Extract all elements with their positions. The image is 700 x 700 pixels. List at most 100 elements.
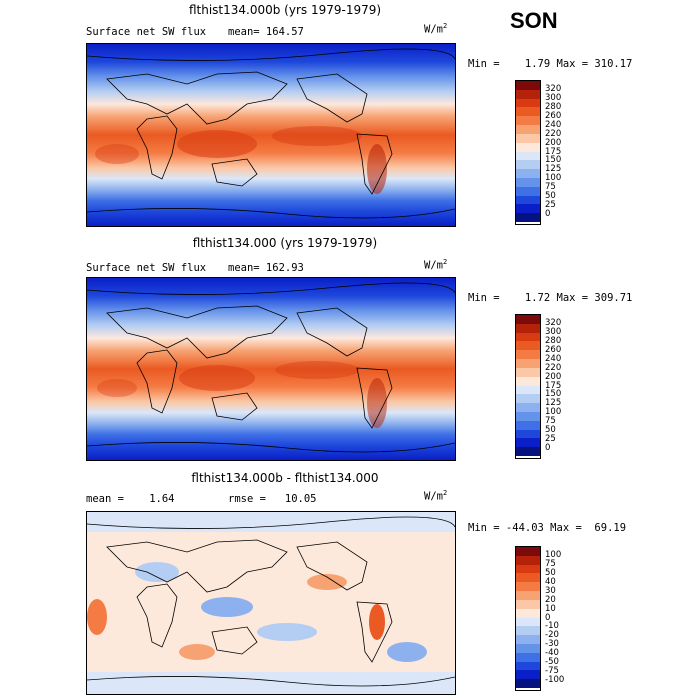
colorbar-swatch [516,133,540,143]
panel-3-map [86,511,456,695]
colorbar-tick-label: 100 [545,549,562,560]
colorbar-swatch [516,323,540,333]
colorbar-tick-label: 220 [545,362,562,373]
colorbar-swatch [516,151,540,161]
panel-1-map [86,43,456,227]
colorbar-tick-label: -100 [545,675,565,686]
colorbar-swatch [516,332,540,342]
colorbar-swatch [516,169,540,178]
colorbar-tick-label: 150 [545,389,562,400]
colorbar-swatch [516,599,540,609]
panel-1-minmax: Min = 1.79 Max = 310.17 [468,58,633,70]
colorbar-swatch [516,177,540,187]
panel-3-colorbar-swatches [515,546,541,691]
colorbar-tick-label: 320 [545,317,562,328]
colorbar-swatch [516,367,540,377]
colorbar-swatch [516,98,540,108]
panel-1-title: flthist134.000b (yrs 1979-1979) [188,3,382,17]
panel-3-map-svg [87,512,455,694]
colorbar-tick-label: 125 [545,164,562,175]
colorbar-tick-label: 50 [545,191,556,202]
colorbar-tick-label: 200 [545,137,562,148]
colorbar-tick-label: 300 [545,92,562,103]
colorbar-tick-label: 280 [545,335,562,346]
panel-1-field-label: Surface net SW flux [86,26,207,38]
colorbar-swatch [516,679,540,688]
season-label: SON [510,8,558,33]
colorbar-tick-label: 0 [545,612,551,623]
colorbar-tick-label: 175 [545,146,562,157]
colorbar-swatch [516,107,540,117]
colorbar-tick-label: 30 [545,585,556,596]
panel-1-colorbar-swatches [515,80,541,225]
colorbar-tick-label: -50 [545,657,559,668]
colorbar-swatch [516,547,540,556]
colorbar-tick-label: 125 [545,398,562,409]
colorbar-swatch [516,89,540,99]
colorbar-swatch [516,643,540,653]
colorbar-tick-label: 25 [545,434,556,445]
colorbar-tick-label: 75 [545,558,556,569]
colorbar-tick-label: -10 [545,621,559,632]
colorbar-tick-label: 0 [545,443,551,454]
colorbar-swatch [516,315,540,324]
colorbar-tick-label: -30 [545,639,559,650]
colorbar-swatch [516,81,540,90]
panel-3-minmax: Min = -44.03 Max = 69.19 [468,522,627,534]
colorbar-swatch [516,376,540,386]
panel-1-map-svg [87,44,455,226]
colorbar-swatch [516,573,540,583]
colorbar-tick-label: 10 [545,603,556,614]
colorbar-swatch [516,555,540,565]
panel-3-units: W/m2 [424,489,448,503]
panel-1-mean: mean= 164.57 [228,26,304,38]
colorbar-swatch [516,438,540,448]
colorbar-tick-label: -75 [545,666,559,677]
colorbar-swatch [516,403,540,412]
colorbar-tick-label: 240 [545,353,562,364]
panel-1-units: W/m2 [424,22,448,36]
colorbar-tick-label: 50 [545,567,556,578]
colorbar-tick-label: 175 [545,380,562,391]
colorbar-swatch [516,635,540,644]
panel-2-map [86,277,456,461]
panel-2-map-svg [87,278,455,460]
colorbar-tick-label: 100 [545,173,562,184]
colorbar-swatch [516,186,540,196]
colorbar-swatch [516,213,540,222]
colorbar-swatch [516,411,540,421]
colorbar-swatch [516,608,540,618]
colorbar-swatch [516,591,540,600]
colorbar-swatch [516,447,540,456]
colorbar-swatch [516,160,540,170]
panel-2-title: flthist134.000 (yrs 1979-1979) [192,236,378,250]
colorbar-swatch [516,394,540,404]
panel-3-mean: mean = 1.64 [86,493,175,505]
panel-3-title: flthist134.000b - flthist134.000 [191,471,379,485]
colorbar-tick-label: 260 [545,344,562,355]
panel-1-colorbar-ticks: 320 300 280 260 240 220 200 175 150 125 100 75 50 25 0 [545,80,585,225]
colorbar-swatch [516,617,540,627]
colorbar-swatch [516,350,540,360]
colorbar-tick-label: -40 [545,648,559,659]
colorbar-tick-label: 300 [545,326,562,337]
colorbar-tick-label: 75 [545,416,556,427]
colorbar-swatch [516,195,540,205]
panel-2-units: W/m2 [424,258,448,272]
panel-2-mean: mean= 162.93 [228,262,304,274]
colorbar-swatch [516,359,540,368]
panel-3-colorbar-ticks: 100 75 50 40 30 20 10 0 -10 -20 -30 -40 -50 -75 -100 [545,546,585,691]
colorbar-swatch [516,626,540,636]
colorbar-swatch [516,420,540,430]
colorbar-swatch [516,582,540,592]
colorbar-swatch [516,670,540,680]
colorbar-tick-label: 20 [545,594,556,605]
colorbar-swatch [516,142,540,152]
colorbar-tick-label: 40 [545,576,556,587]
colorbar-tick-label: 25 [545,200,556,211]
colorbar-tick-label: 260 [545,110,562,121]
panel-2-colorbar-ticks: 320 300 280 260 240 220 200 175 150 125 100 75 50 25 0 [545,314,585,459]
colorbar-tick-label: 240 [545,119,562,130]
panel-3-rmse: rmse = 10.05 [228,493,317,505]
colorbar-tick-label: 280 [545,101,562,112]
